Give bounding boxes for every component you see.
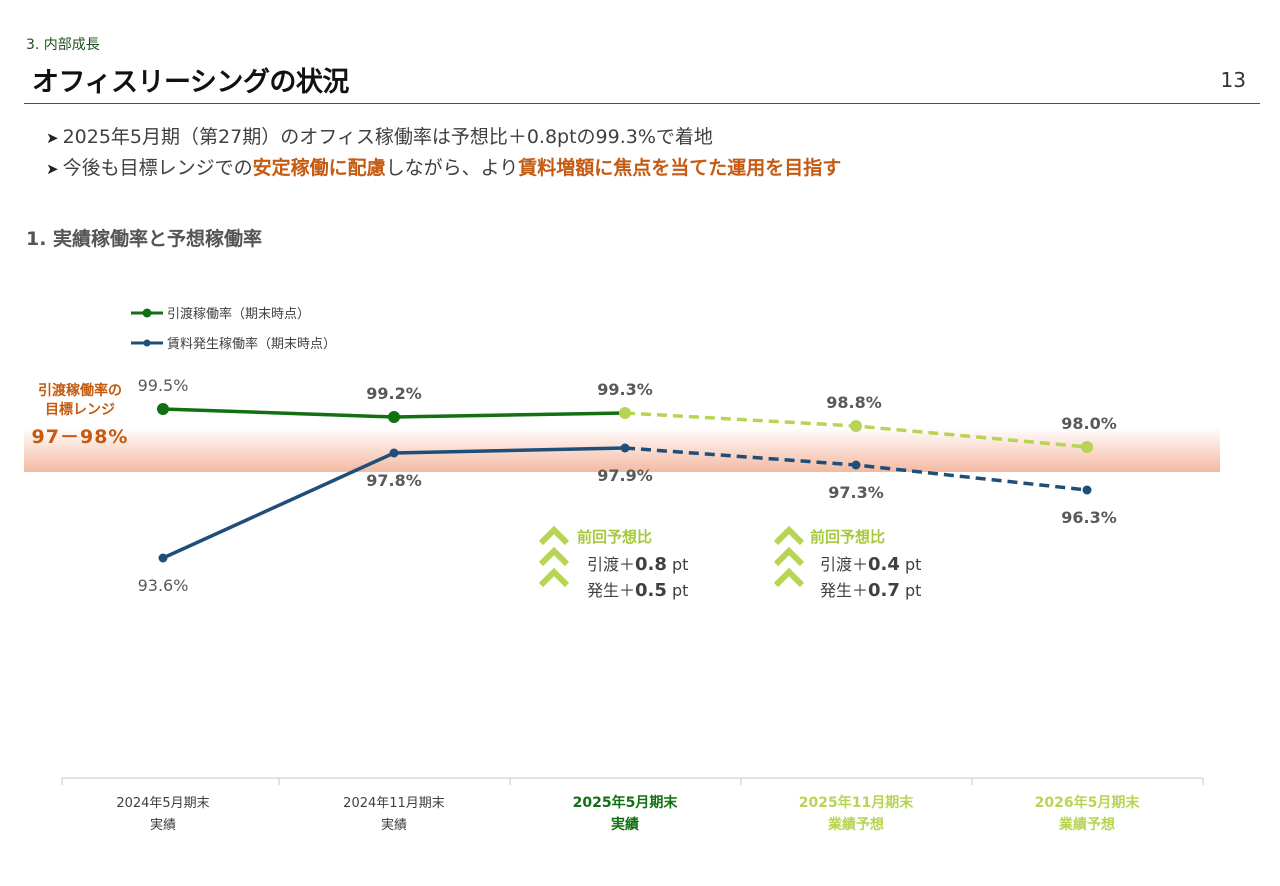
- data-point: [619, 407, 631, 419]
- comparison-unit: pt: [899, 555, 922, 574]
- data-label: 99.3%: [597, 380, 653, 399]
- data-point: [850, 420, 862, 432]
- comparison-line-rent: 発生＋0.7 pt: [820, 577, 921, 601]
- title-divider: [24, 103, 1260, 104]
- legend-label: 賃料発生稼働率（期末時点）: [167, 336, 336, 352]
- x-tick-label: 業績予想: [1058, 816, 1115, 833]
- data-point: [851, 460, 861, 470]
- data-point: [389, 448, 399, 458]
- comparison-box-2: 前回予想比 引渡＋0.4 pt 発生＋0.7 pt: [810, 526, 921, 601]
- bullet-1: ➤ 2025年5月期（第27期）のオフィス稼働率は予想比＋0.8ptの99.3%で…: [46, 122, 713, 149]
- comparison-title: 前回予想比: [577, 528, 653, 546]
- page-number: 13: [1220, 68, 1246, 92]
- comparison-value: 0.4: [868, 554, 900, 575]
- chevron-up-icon: [538, 546, 570, 567]
- legend-label: 引渡稼働率（期末時点）: [167, 306, 310, 322]
- comparison-label: 引渡＋: [587, 555, 636, 574]
- comparison-unit: pt: [666, 555, 689, 574]
- data-point: [158, 553, 168, 563]
- comparison-title: 前回予想比: [810, 528, 886, 546]
- x-tick-label: 実績: [381, 817, 407, 833]
- data-label: 99.5%: [138, 376, 189, 395]
- data-label: 97.3%: [828, 483, 884, 502]
- legend-marker: [143, 339, 151, 347]
- x-tick-label: 実績: [611, 816, 639, 833]
- comparison-unit: pt: [666, 581, 689, 600]
- comparison-box-1: 前回予想比 引渡＋0.8 pt 発生＋0.5 pt: [577, 526, 688, 601]
- comparison-label: 発生＋: [820, 581, 869, 600]
- legend-marker: [142, 308, 152, 318]
- bullet-2-text-a: 今後も目標レンジでの: [62, 157, 253, 179]
- arrow-bullet-icon: ➤: [46, 160, 59, 178]
- comparison-line-delivered: 引渡＋0.8 pt: [587, 551, 688, 575]
- comparison-value: 0.8: [635, 554, 667, 575]
- x-tick-label: 2025年11月期末: [799, 794, 914, 811]
- target-range-label-line1: 引渡稼働率の: [38, 383, 122, 399]
- chevron-up-icon: [773, 525, 805, 546]
- x-tick-label: 2024年5月期末: [116, 796, 209, 811]
- comparison-label: 引渡＋: [820, 555, 869, 574]
- section-label: 3. 内部成長: [26, 37, 100, 53]
- data-point: [620, 443, 630, 453]
- comparison-value: 0.7: [868, 580, 900, 601]
- data-point: [1082, 485, 1092, 495]
- bullet-2-highlight-a: 安定稼働に配慮: [252, 157, 386, 179]
- data-label: 99.2%: [366, 384, 422, 403]
- x-tick-label: 業績予想: [827, 816, 884, 833]
- chevron-up-icon: [538, 525, 570, 546]
- data-label: 98.0%: [1061, 414, 1117, 433]
- data-label: 96.3%: [1061, 508, 1117, 527]
- target-range-label-line2: 目標レンジ: [45, 402, 115, 418]
- page-title: オフィスリーシングの状況: [32, 67, 349, 98]
- data-label: 97.9%: [597, 466, 653, 485]
- comparison-label: 発生＋: [587, 581, 636, 600]
- data-point: [157, 403, 169, 415]
- x-tick-label: 実績: [150, 817, 176, 833]
- bullet-1-text: 2025年5月期（第27期）のオフィス稼働率は予想比＋0.8ptの99.3%で着…: [62, 126, 713, 148]
- chevron-up-icon: [538, 567, 570, 588]
- bullet-2-text-b: しながら、より: [385, 157, 519, 179]
- chart-heading: 1. 実績稼働率と予想稼働率: [26, 228, 263, 250]
- data-point: [1081, 441, 1093, 453]
- comparison-line-rent: 発生＋0.5 pt: [587, 577, 688, 601]
- bullet-2-highlight-b: 賃料増額に焦点を当てた運用を目指す: [518, 157, 842, 179]
- x-tick-label: 2026年5月期末: [1035, 794, 1141, 811]
- comparison-unit: pt: [899, 581, 922, 600]
- arrow-bullet-icon: ➤: [46, 129, 59, 147]
- data-label: 98.8%: [826, 393, 882, 412]
- data-point: [388, 411, 400, 423]
- comparison-value: 0.5: [635, 580, 667, 601]
- bullet-2: ➤ 今後も目標レンジでの安定稼働に配慮しながら、より賃料増額に焦点を当てた運用を目…: [46, 153, 841, 180]
- target-range-label: 引渡稼働率の 目標レンジ: [28, 382, 132, 420]
- x-tick-label: 2024年11月期末: [343, 796, 445, 811]
- target-range-value: 97－98%: [31, 426, 129, 448]
- x-tick-label: 2025年5月期末: [573, 794, 679, 811]
- increase-chevrons-icon: [538, 525, 570, 588]
- chevron-up-icon: [773, 567, 805, 588]
- data-label: 93.6%: [138, 576, 189, 595]
- increase-chevrons-icon: [773, 525, 805, 588]
- comparison-line-delivered: 引渡＋0.4 pt: [820, 551, 921, 575]
- chevron-up-icon: [773, 546, 805, 567]
- data-label: 97.8%: [366, 471, 422, 490]
